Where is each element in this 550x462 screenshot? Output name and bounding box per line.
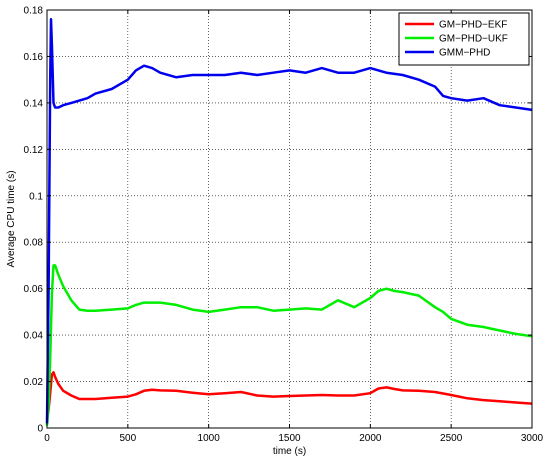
x-tick-label: 3000 <box>521 433 544 444</box>
x-tick-label: 0 <box>44 433 50 444</box>
x-tick-label: 1500 <box>278 433 301 444</box>
ticks: 0 500 1000 1500 2000 2500 3000 0 0.02 0.04 0.06 0.0… <box>24 6 544 445</box>
x-tick-label: 2500 <box>440 433 463 444</box>
plot-area <box>47 10 532 428</box>
series-line-2 <box>45 18 533 424</box>
legend-label-0: GM−PHD−EKF <box>439 20 507 31</box>
legend-label-2: GMM−PHD <box>439 48 490 59</box>
y-tick-label: 0 <box>37 424 43 435</box>
y-tick-label: 0.16 <box>24 52 44 63</box>
x-axis-label: time (s) <box>273 446 306 457</box>
y-tick-label: 0.02 <box>24 377 44 388</box>
y-tick-label: 0.06 <box>24 284 44 295</box>
y-axis-label: Average CPU time (s) <box>6 170 17 267</box>
legend: GM−PHD−EKF GM−PHD−UKF GMM−PHD <box>398 12 530 66</box>
y-tick-label: 0.12 <box>24 145 44 156</box>
y-tick-label: 0.08 <box>24 238 44 249</box>
x-tick-label: 500 <box>119 433 136 444</box>
y-tick-label: 0.04 <box>24 331 44 342</box>
y-tick-label: 0.14 <box>24 98 44 109</box>
series-layer <box>45 18 533 426</box>
legend-label-1: GM−PHD−UKF <box>439 34 508 45</box>
x-tick-label: 1000 <box>198 433 221 444</box>
y-tick-label: 0.1 <box>29 191 43 202</box>
series-line-1 <box>45 264 533 426</box>
y-tick-label: 0.18 <box>24 6 44 17</box>
x-tick-label: 2000 <box>359 433 382 444</box>
series-line-0 <box>45 371 533 419</box>
